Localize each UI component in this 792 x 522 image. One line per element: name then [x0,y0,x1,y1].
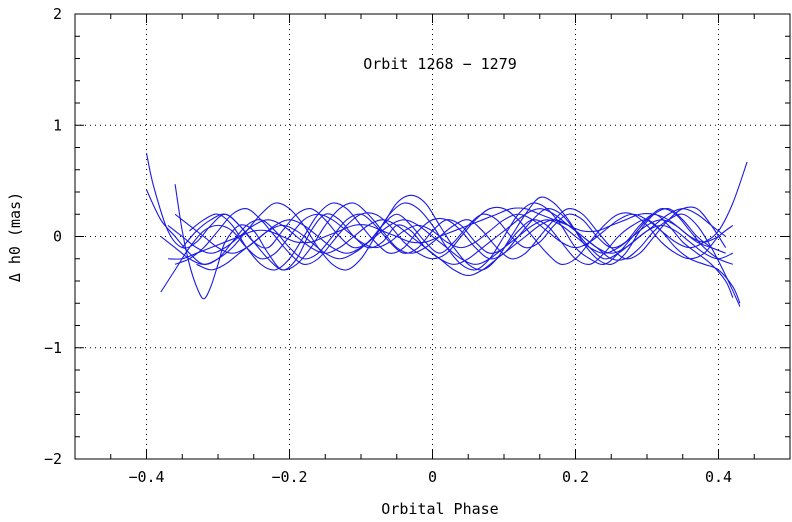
series-line-11 [196,194,712,271]
y-axis-label: Δ h0 (mas) [6,192,24,282]
series-line-5 [167,207,726,260]
series-line-9 [181,202,727,271]
x-tick-label: 0.2 [562,468,589,486]
y-tick-label: 0 [53,228,62,246]
x-tick-labels: −0.4 −0.2 0 0.2 0.4 [128,468,732,486]
y-tick-label: −1 [44,339,62,357]
tick-marks [74,13,791,460]
x-tick-label: −0.4 [128,468,164,486]
series-line-2 [146,189,741,304]
series-line-12 [174,213,719,265]
y-tick-labels: −2 −1 0 1 2 [44,5,62,468]
y-tick-label: 1 [53,116,62,134]
series-group [145,152,748,307]
series-line-7 [174,206,734,266]
y-tick-label: −2 [44,450,62,468]
x-tick-label: −0.2 [271,468,307,486]
series-line-10 [189,202,734,271]
chart-title: Orbit 1268 − 1279 [363,55,517,73]
grid-lines [75,14,790,459]
x-tick-label: 0 [428,468,437,486]
series-line-4 [174,184,741,307]
y-tick-label: 2 [53,5,62,23]
x-tick-label: 0.4 [705,468,732,486]
x-axis-label: Orbital Phase [381,500,498,518]
